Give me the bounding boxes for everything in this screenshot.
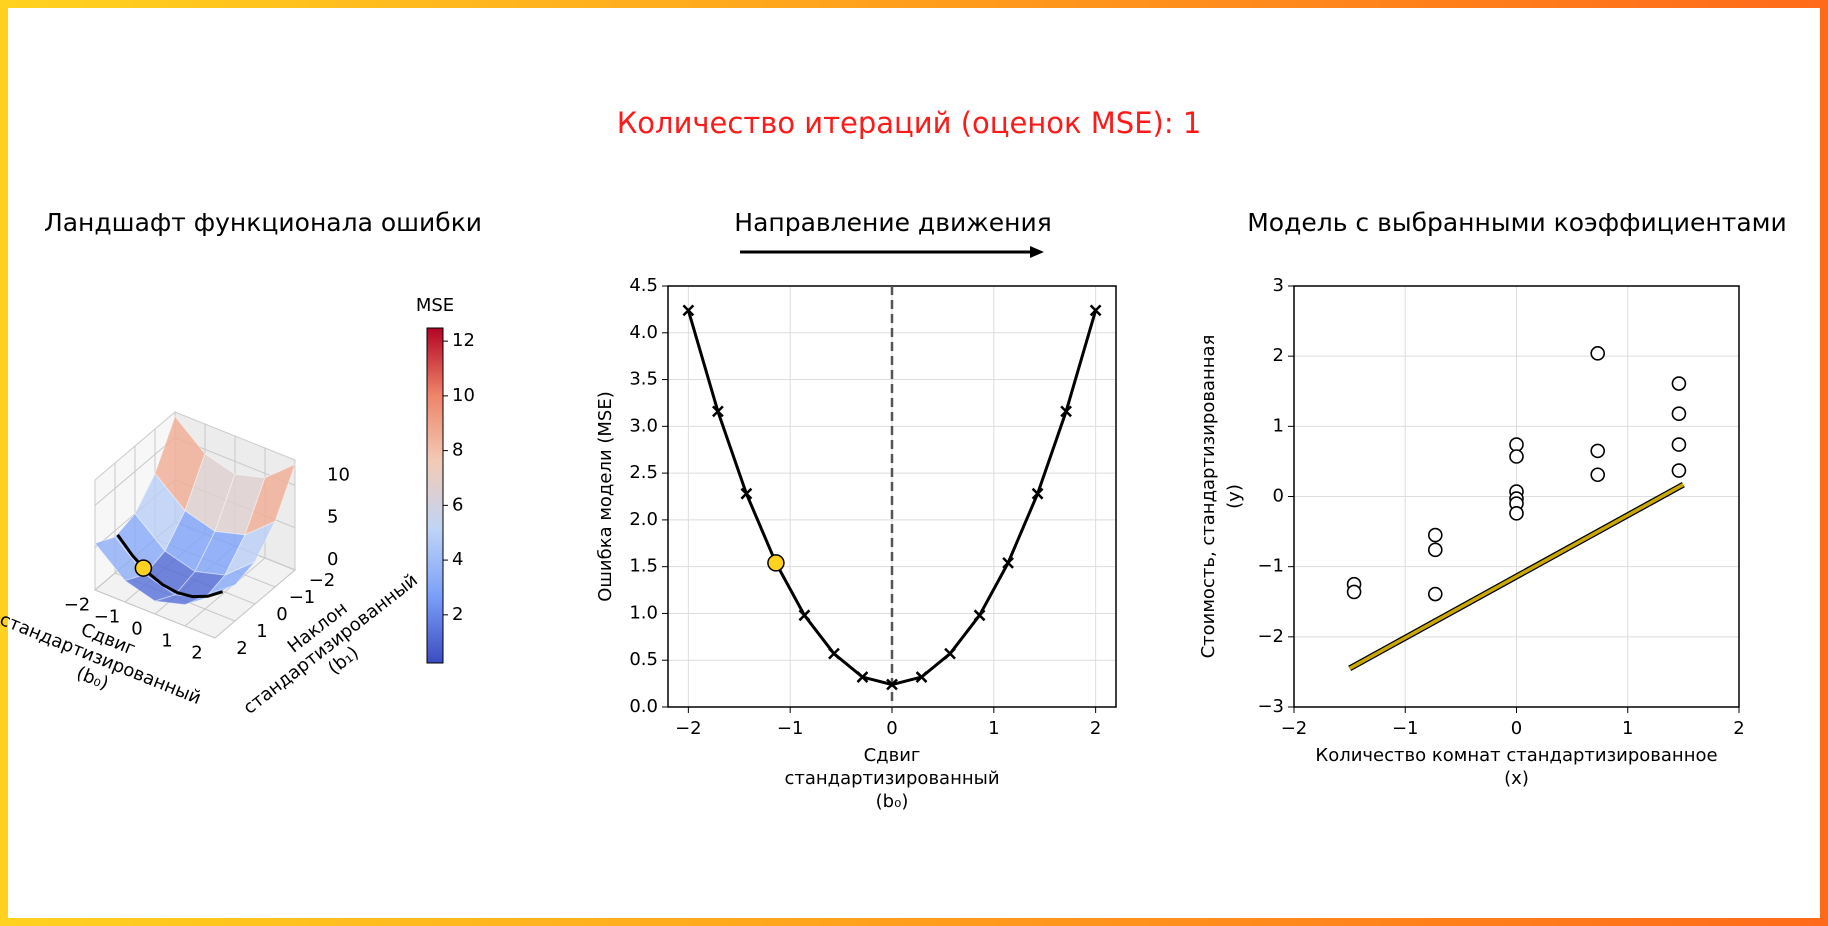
x-tick-label: 1 <box>988 718 999 739</box>
y-axis-label: Ошибка модели (MSE) <box>595 391 616 601</box>
x-marker <box>1002 557 1014 569</box>
y-tick-label: 1.0 <box>629 602 658 623</box>
x-marker <box>944 647 956 660</box>
x-tick-label: −1 <box>777 718 804 739</box>
y-tick-label: 1 <box>1273 415 1284 436</box>
y-tick-label: 0 <box>276 604 287 625</box>
chart-title: Ландшафт функционала ошибки <box>44 208 482 237</box>
colorbar-tick-label: 10 <box>452 385 475 406</box>
x-marker <box>1031 487 1044 500</box>
data-point <box>1671 376 1687 391</box>
x-marker <box>740 487 753 500</box>
x-axis-label: (x) <box>1504 768 1529 789</box>
y-tick-label: 4.5 <box>629 275 658 296</box>
x-tick-label: −1 <box>94 606 121 627</box>
model-line <box>1348 483 1685 670</box>
z-tick-label: 5 <box>327 507 338 528</box>
x-tick-label: 0 <box>131 618 142 639</box>
x-tick-label: 2 <box>1090 718 1101 739</box>
x-marker <box>1089 304 1102 317</box>
grid-line <box>94 589 216 639</box>
y-tick-label: 0.0 <box>629 696 658 717</box>
y-axis-label: (y) <box>1224 484 1245 509</box>
x-tick-label: −2 <box>675 718 702 739</box>
data-point <box>1671 463 1687 478</box>
arrow-head <box>1030 246 1044 258</box>
grid-line <box>94 437 176 506</box>
colorbar-label: MSE <box>416 295 454 316</box>
x-tick-label: 1 <box>1622 718 1633 739</box>
data-point <box>1427 527 1443 543</box>
y-tick-label: 2.5 <box>629 462 658 483</box>
data-point <box>1590 443 1606 459</box>
data-point <box>1671 437 1687 452</box>
y-tick-label: 2.0 <box>629 509 658 530</box>
colorbar-tick-label: 8 <box>452 440 463 461</box>
y-tick-label: −2 <box>1257 626 1284 647</box>
x-tick-label: −2 <box>64 594 91 615</box>
y-tick-label: −1 <box>1257 556 1284 577</box>
y-tick-label: 2 <box>1273 345 1284 366</box>
chart-title: Модель с выбранными коэффициентами <box>1247 208 1787 237</box>
y-axis-label: Стоимость, стандартизированная <box>1198 335 1219 659</box>
colorbar-tick-label: 4 <box>452 549 463 570</box>
colorbar-tick-label: 6 <box>452 494 463 515</box>
y-tick-label: 0.5 <box>629 649 658 670</box>
y-tick-label: −3 <box>1257 696 1284 717</box>
y-tick-label: 0 <box>1273 486 1284 507</box>
data-point <box>1509 506 1524 521</box>
plot-frame <box>1293 285 1740 708</box>
y-tick-label: −1 <box>289 587 316 608</box>
x-marker <box>915 671 928 683</box>
colorbar <box>426 327 444 664</box>
data-point <box>1427 586 1443 602</box>
y-tick-label: 1 <box>256 621 267 642</box>
data-point <box>1427 542 1443 558</box>
x-tick-label: 2 <box>1733 718 1744 739</box>
y-tick-label: −2 <box>309 570 336 591</box>
x-axis-label: (b₀) <box>876 791 909 812</box>
y-tick-label: 4.0 <box>629 322 658 343</box>
x-marker <box>828 647 840 660</box>
current-point <box>767 554 785 572</box>
suptitle: Количество итераций (оценок MSE): 1 <box>617 106 1202 140</box>
data-point <box>1590 346 1606 361</box>
descent-path <box>116 534 224 599</box>
y-tick-label: 3.5 <box>629 369 658 390</box>
y-tick-label: 3 <box>1273 275 1284 296</box>
z-tick-label: 10 <box>327 464 350 485</box>
x-tick-label: 1 <box>161 630 172 651</box>
x-axis-label: Сдвиг <box>864 745 921 766</box>
data-point <box>1509 437 1524 452</box>
x-marker <box>973 609 986 622</box>
x-marker <box>886 678 898 691</box>
data-point <box>1671 406 1687 422</box>
x-marker <box>1060 405 1072 418</box>
x-tick-label: 2 <box>191 642 202 663</box>
colorbar-tick-label: 12 <box>452 330 475 351</box>
x-axis-label: Количество комнат стандартизированное <box>1315 745 1717 766</box>
y-tick-label: 3.0 <box>629 415 658 436</box>
z-tick-label: 0 <box>327 549 338 570</box>
chart-title: Направление движения <box>734 208 1051 237</box>
x-marker <box>682 304 695 317</box>
colorbar-tick-label: 2 <box>452 604 463 625</box>
data-point <box>1590 467 1606 483</box>
current-point <box>134 559 153 577</box>
x-tick-label: 0 <box>1511 718 1522 739</box>
x-marker <box>712 405 724 418</box>
x-marker <box>856 671 869 683</box>
data-point <box>1346 584 1362 600</box>
x-tick-label: −2 <box>1281 718 1308 739</box>
x-tick-label: −1 <box>1392 718 1419 739</box>
x-axis-label: стандартизированный <box>784 768 999 789</box>
data-point <box>1509 449 1524 464</box>
y-tick-label: 1.5 <box>629 556 658 577</box>
x-tick-label: 0 <box>886 718 897 739</box>
x-marker <box>798 609 811 622</box>
y-tick-label: 2 <box>236 638 247 659</box>
